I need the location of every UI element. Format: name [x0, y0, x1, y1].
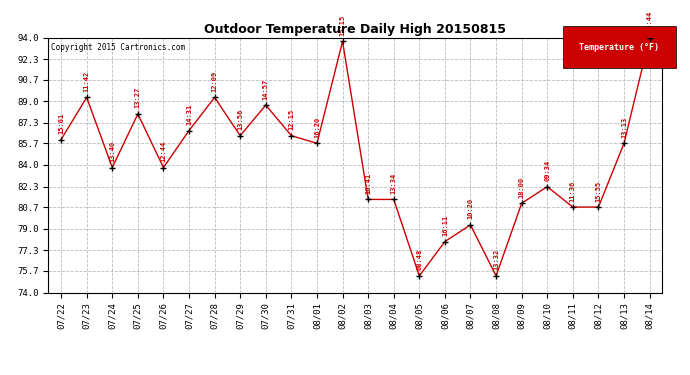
Text: 16:20: 16:20 [314, 117, 320, 138]
Text: 14:31: 14:31 [186, 104, 192, 125]
Text: 12:44: 12:44 [161, 141, 166, 162]
Text: 16:11: 16:11 [442, 215, 448, 236]
Text: 08:48: 08:48 [416, 249, 422, 270]
Text: 15:15: 15:15 [339, 15, 346, 36]
Text: 10:20: 10:20 [468, 198, 473, 219]
Text: 11:36: 11:36 [570, 180, 576, 201]
Text: 12:09: 12:09 [212, 70, 217, 92]
Text: 13:27: 13:27 [135, 87, 141, 108]
Text: 13:34: 13:34 [391, 172, 397, 194]
Text: 15:55: 15:55 [595, 180, 602, 201]
Text: Temperature (°F): Temperature (°F) [580, 43, 660, 52]
Text: 13:32: 13:32 [493, 249, 499, 270]
Text: 09:34: 09:34 [544, 160, 550, 181]
Text: 14:57: 14:57 [263, 78, 269, 99]
Text: 16:41: 16:41 [365, 172, 371, 194]
Text: 14:44: 14:44 [647, 11, 653, 32]
Text: 11:42: 11:42 [83, 70, 90, 92]
Text: 13:56: 13:56 [237, 109, 243, 130]
Text: 12:15: 12:15 [288, 109, 295, 130]
Text: 13:13: 13:13 [621, 117, 627, 138]
Text: Copyright 2015 Cartronics.com: Copyright 2015 Cartronics.com [51, 43, 186, 52]
Text: 13:40: 13:40 [109, 141, 115, 162]
Text: 15:01: 15:01 [58, 113, 64, 134]
Title: Outdoor Temperature Daily High 20150815: Outdoor Temperature Daily High 20150815 [204, 23, 506, 36]
Text: 18:00: 18:00 [519, 177, 524, 198]
